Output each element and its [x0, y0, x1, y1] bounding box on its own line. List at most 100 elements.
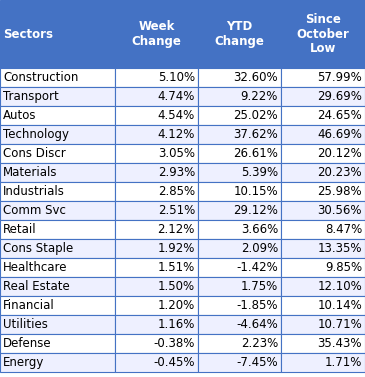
Bar: [281, 258, 365, 277]
Bar: [0, 144, 115, 163]
Text: 10.14%: 10.14%: [317, 299, 362, 312]
Text: 26.61%: 26.61%: [233, 147, 278, 160]
Bar: [0, 0, 115, 68]
Bar: [198, 239, 281, 258]
Text: 2.93%: 2.93%: [158, 166, 195, 179]
Bar: [281, 353, 365, 372]
Text: 2.23%: 2.23%: [241, 337, 278, 350]
Text: 24.65%: 24.65%: [317, 109, 362, 122]
Bar: [281, 277, 365, 296]
Bar: [198, 163, 281, 182]
Text: Cons Discr: Cons Discr: [3, 147, 66, 160]
Text: 10.15%: 10.15%: [233, 185, 278, 198]
Text: -1.85%: -1.85%: [237, 299, 278, 312]
Text: 1.20%: 1.20%: [158, 299, 195, 312]
Text: 4.74%: 4.74%: [158, 90, 195, 103]
Bar: [281, 201, 365, 220]
Bar: [198, 220, 281, 239]
Text: 9.22%: 9.22%: [241, 90, 278, 103]
Text: Transport: Transport: [3, 90, 59, 103]
Bar: [0, 87, 115, 106]
Bar: [0, 106, 115, 125]
Text: 10.71%: 10.71%: [317, 318, 362, 331]
Bar: [198, 0, 281, 68]
Bar: [281, 0, 365, 68]
Text: Materials: Materials: [3, 166, 58, 179]
Bar: [115, 277, 198, 296]
Text: -1.42%: -1.42%: [236, 261, 278, 274]
Text: 4.12%: 4.12%: [158, 128, 195, 141]
Bar: [0, 315, 115, 334]
Bar: [281, 334, 365, 353]
Bar: [0, 258, 115, 277]
Bar: [198, 106, 281, 125]
Bar: [115, 220, 198, 239]
Text: Since
October
Low: Since October Low: [296, 13, 349, 55]
Text: -0.38%: -0.38%: [154, 337, 195, 350]
Text: 30.56%: 30.56%: [318, 204, 362, 217]
Text: 20.12%: 20.12%: [317, 147, 362, 160]
Text: -7.45%: -7.45%: [237, 356, 278, 369]
Bar: [0, 296, 115, 315]
Bar: [0, 277, 115, 296]
Text: Financial: Financial: [3, 299, 55, 312]
Text: 1.75%: 1.75%: [241, 280, 278, 293]
Text: Week
Change: Week Change: [131, 20, 181, 48]
Text: 57.99%: 57.99%: [317, 71, 362, 84]
Bar: [0, 220, 115, 239]
Bar: [281, 68, 365, 87]
Bar: [198, 182, 281, 201]
Text: 37.62%: 37.62%: [233, 128, 278, 141]
Bar: [0, 201, 115, 220]
Bar: [198, 353, 281, 372]
Text: Utilities: Utilities: [3, 318, 48, 331]
Text: 32.60%: 32.60%: [233, 71, 278, 84]
Bar: [198, 334, 281, 353]
Text: Sectors: Sectors: [3, 28, 53, 40]
Bar: [115, 201, 198, 220]
Text: 25.02%: 25.02%: [233, 109, 278, 122]
Text: 29.69%: 29.69%: [317, 90, 362, 103]
Bar: [281, 163, 365, 182]
Bar: [198, 277, 281, 296]
Text: Industrials: Industrials: [3, 185, 65, 198]
Bar: [198, 296, 281, 315]
Text: 29.12%: 29.12%: [233, 204, 278, 217]
Bar: [0, 163, 115, 182]
Bar: [115, 0, 198, 68]
Text: 3.66%: 3.66%: [241, 223, 278, 236]
Bar: [115, 315, 198, 334]
Text: Comm Svc: Comm Svc: [3, 204, 66, 217]
Bar: [115, 144, 198, 163]
Bar: [281, 296, 365, 315]
Bar: [198, 144, 281, 163]
Bar: [198, 258, 281, 277]
Bar: [281, 315, 365, 334]
Bar: [115, 353, 198, 372]
Bar: [198, 68, 281, 87]
Bar: [281, 87, 365, 106]
Bar: [281, 239, 365, 258]
Bar: [198, 87, 281, 106]
Text: 3.05%: 3.05%: [158, 147, 195, 160]
Text: 1.50%: 1.50%: [158, 280, 195, 293]
Bar: [115, 125, 198, 144]
Text: 5.10%: 5.10%: [158, 71, 195, 84]
Bar: [198, 315, 281, 334]
Bar: [115, 334, 198, 353]
Text: 4.54%: 4.54%: [158, 109, 195, 122]
Text: 9.85%: 9.85%: [325, 261, 362, 274]
Text: 46.69%: 46.69%: [317, 128, 362, 141]
Bar: [198, 201, 281, 220]
Text: -4.64%: -4.64%: [236, 318, 278, 331]
Text: 8.47%: 8.47%: [325, 223, 362, 236]
Text: Autos: Autos: [3, 109, 36, 122]
Bar: [0, 68, 115, 87]
Text: 13.35%: 13.35%: [318, 242, 362, 255]
Bar: [0, 182, 115, 201]
Bar: [115, 163, 198, 182]
Bar: [0, 239, 115, 258]
Bar: [115, 182, 198, 201]
Bar: [115, 296, 198, 315]
Text: Healthcare: Healthcare: [3, 261, 68, 274]
